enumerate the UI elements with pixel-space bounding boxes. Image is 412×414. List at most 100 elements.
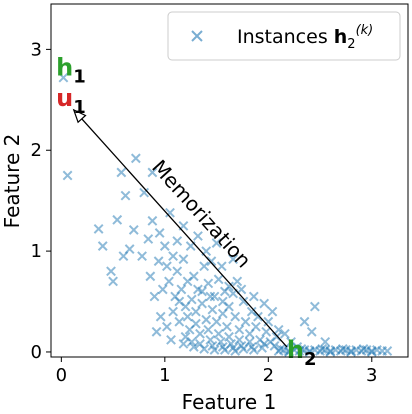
- data-point: [358, 344, 369, 354]
- legend: Instances h2(k): [167, 11, 401, 61]
- data-point: [106, 266, 116, 277]
- data-point: [128, 225, 139, 235]
- x-tick-label: 1: [159, 365, 170, 386]
- data-point: [306, 326, 317, 337]
- data-point: [145, 271, 156, 282]
- point-annotation-h2: h2: [287, 336, 317, 370]
- x-axis-label: Feature 1: [182, 390, 277, 414]
- data-point: [120, 190, 131, 201]
- data-point: [238, 344, 249, 354]
- data-point: [172, 236, 183, 246]
- data-point: [240, 316, 251, 327]
- data-point: [228, 343, 239, 353]
- data-point: [178, 338, 189, 349]
- data-point: [143, 234, 154, 244]
- data-point: [203, 278, 214, 289]
- memorization-arrow: [72, 108, 288, 348]
- data-point: [263, 316, 274, 327]
- data-point: [217, 296, 228, 307]
- data-point: [261, 326, 272, 337]
- data-point: [190, 306, 201, 317]
- data-point: [248, 291, 259, 302]
- data-point: [209, 291, 220, 302]
- data-point: [164, 276, 174, 287]
- data-point: [271, 331, 282, 342]
- data-point: [259, 298, 270, 309]
- x-tick-label: 0: [56, 365, 67, 386]
- data-point: [361, 345, 372, 355]
- data-point: [62, 170, 73, 181]
- data-point: [147, 215, 158, 226]
- data-point: [205, 291, 216, 302]
- data-point: [207, 304, 218, 315]
- y-tick-label: 2: [31, 140, 42, 161]
- data-point: [309, 301, 320, 312]
- x-tick-label: 3: [366, 365, 377, 386]
- data-point: [186, 336, 197, 347]
- data-point: [188, 342, 199, 352]
- data-point: [116, 167, 127, 178]
- data-point: [147, 167, 158, 178]
- y-tick-label: 1: [31, 241, 42, 262]
- data-point: [213, 274, 224, 285]
- point-annotation-h1: h1: [56, 54, 86, 88]
- data-point: [155, 311, 166, 322]
- data-point: [234, 324, 245, 335]
- data-point: [207, 340, 218, 351]
- data-point: [211, 316, 222, 327]
- data-point: [199, 261, 210, 272]
- y-tick-label: 0: [31, 342, 42, 363]
- data-point: [137, 251, 147, 262]
- data-point: [161, 321, 172, 332]
- data-point: [112, 214, 123, 225]
- data-point: [118, 251, 129, 262]
- data-point: [228, 254, 239, 265]
- data-point: [238, 296, 249, 307]
- data-point: [299, 316, 310, 327]
- data-point: [296, 344, 307, 354]
- data-point: [161, 261, 172, 272]
- data-point: [197, 286, 207, 297]
- data-point: [372, 345, 382, 355]
- data-point: [157, 284, 168, 295]
- data-point: [320, 345, 331, 355]
- data-point: [211, 238, 222, 248]
- x-tick-label: 2: [263, 365, 274, 386]
- data-point: [139, 187, 150, 198]
- data-point: [279, 328, 290, 339]
- data-point: [197, 298, 207, 309]
- axis-ticks: 0 1 2 3 0 1 2 3: [31, 39, 378, 386]
- data-point: [382, 346, 393, 356]
- data-point: [317, 344, 328, 354]
- data-point: [108, 276, 118, 287]
- data-point: [213, 328, 224, 339]
- data-point: [153, 256, 164, 267]
- data-point: [176, 284, 187, 295]
- data-point: [201, 314, 212, 325]
- plot-frame: [50, 3, 409, 358]
- data-point: [234, 334, 245, 345]
- point-annotation-u1: u1: [56, 84, 86, 118]
- data-point: [165, 207, 175, 218]
- data-point: [151, 326, 162, 337]
- data-point: [224, 331, 234, 342]
- data-point: [320, 336, 331, 347]
- svg-text:h1: h1: [56, 54, 86, 88]
- data-point: [325, 347, 336, 357]
- data-point: [206, 256, 217, 267]
- legend-marker: [191, 30, 203, 42]
- data-point: [203, 324, 214, 335]
- data-point: [248, 345, 259, 355]
- data-point: [149, 291, 160, 302]
- data-point: [273, 324, 284, 335]
- data-point: [232, 276, 243, 287]
- data-point: [224, 281, 234, 292]
- data-point: [341, 345, 351, 355]
- data-point: [168, 306, 179, 317]
- data-point: [337, 344, 348, 354]
- y-axis-label: Feature 2: [0, 134, 24, 229]
- data-points: [58, 72, 393, 357]
- data-point: [205, 334, 216, 345]
